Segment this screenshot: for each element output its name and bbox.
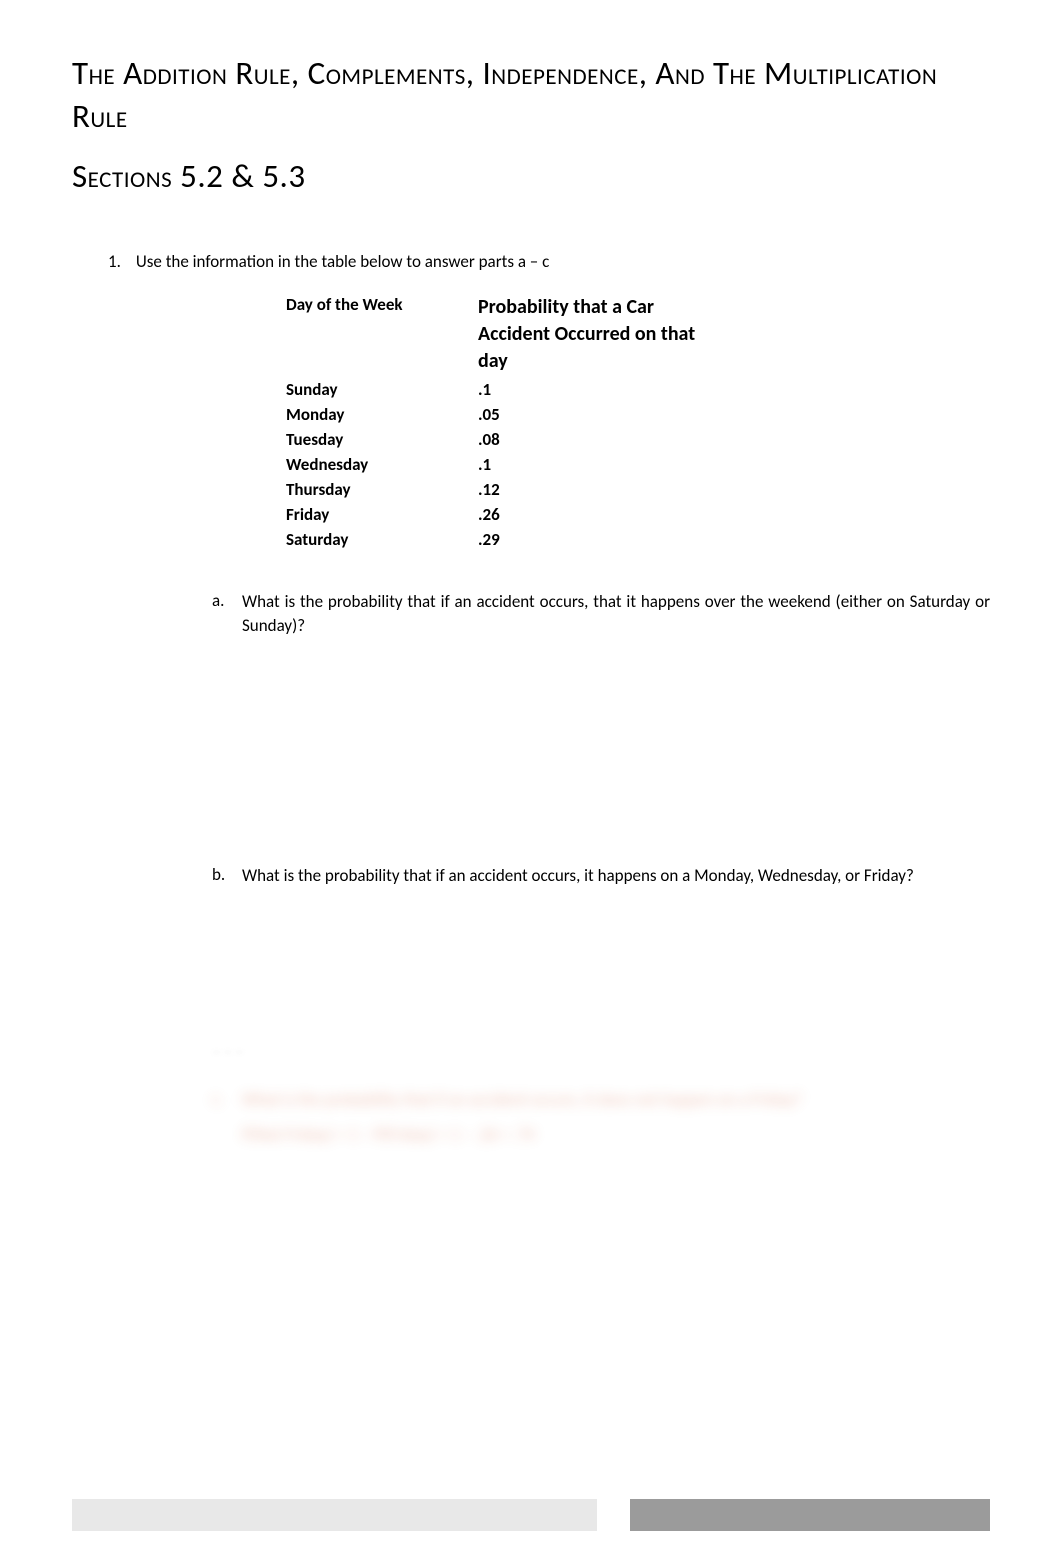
- table-row: Tuesday .08: [286, 429, 990, 450]
- table-prob: .12: [478, 479, 728, 500]
- sub-title: Sections 5.2 & 5.3: [72, 156, 990, 196]
- table-header-row: Day of the Week Probability that a Car A…: [286, 294, 990, 375]
- answer-space-a: [212, 649, 990, 864]
- table-day: Friday: [286, 504, 478, 525]
- table-prob: .29: [478, 529, 728, 550]
- sub-question-b: b. What is the probability that if an ac…: [212, 864, 990, 888]
- table-prob: .1: [478, 454, 728, 475]
- table-row: Monday .05: [286, 404, 990, 425]
- blurred-answer-c: P(Not Friday) = 1 – P(Friday) = 1 – .26 …: [242, 1124, 990, 1145]
- sub-text-c: What is the probability that if an accid…: [242, 1088, 802, 1112]
- table-row: Saturday .29: [286, 529, 990, 550]
- question-number: 1.: [108, 251, 132, 272]
- table-day: Thursday: [286, 479, 478, 500]
- footer-bar-dark: [630, 1499, 990, 1531]
- footer-bar-light: [72, 1499, 597, 1531]
- table-row: Thursday .12: [286, 479, 990, 500]
- table-day: Saturday: [286, 529, 478, 550]
- question-list: 1. Use the information in the table belo…: [72, 251, 990, 1145]
- question-1: 1. Use the information in the table belo…: [108, 251, 990, 272]
- table-header-day: Day of the Week: [286, 294, 478, 315]
- sub-letter-a: a.: [212, 590, 242, 638]
- table-day: Wednesday: [286, 454, 478, 475]
- sub-questions: a. What is the probability that if an ac…: [108, 590, 990, 1045]
- table-prob: .05: [478, 404, 728, 425]
- answer-space-b: [212, 900, 990, 1045]
- sub-question-c: c. What is the probability that if an ac…: [212, 1088, 990, 1112]
- probability-table: Day of the Week Probability that a Car A…: [286, 294, 990, 550]
- sub-letter-b: b.: [212, 864, 242, 888]
- table-row: Sunday .1: [286, 379, 990, 400]
- obscured-dots: — — —: [212, 1045, 990, 1058]
- sub-letter-c: c.: [212, 1088, 242, 1112]
- table-prob: .08: [478, 429, 728, 450]
- table-day: Tuesday: [286, 429, 478, 450]
- table-prob: .26: [478, 504, 728, 525]
- table-row: Wednesday .1: [286, 454, 990, 475]
- table-header-prob: Probability that a Car Accident Occurred…: [478, 294, 728, 375]
- sub-text-b: What is the probability that if an accid…: [242, 864, 914, 888]
- table-day: Monday: [286, 404, 478, 425]
- question-text-content: Use the information in the table below t…: [136, 251, 549, 272]
- sub-question-a: a. What is the probability that if an ac…: [212, 590, 990, 638]
- table-day: Sunday: [286, 379, 478, 400]
- table-row: Friday .26: [286, 504, 990, 525]
- main-title: The Addition Rule, Complements, Independ…: [72, 52, 990, 138]
- sub-text-a: What is the probability that if an accid…: [242, 590, 990, 638]
- blurred-content: c. What is the probability that if an ac…: [108, 1088, 990, 1145]
- table-prob: .1: [478, 379, 728, 400]
